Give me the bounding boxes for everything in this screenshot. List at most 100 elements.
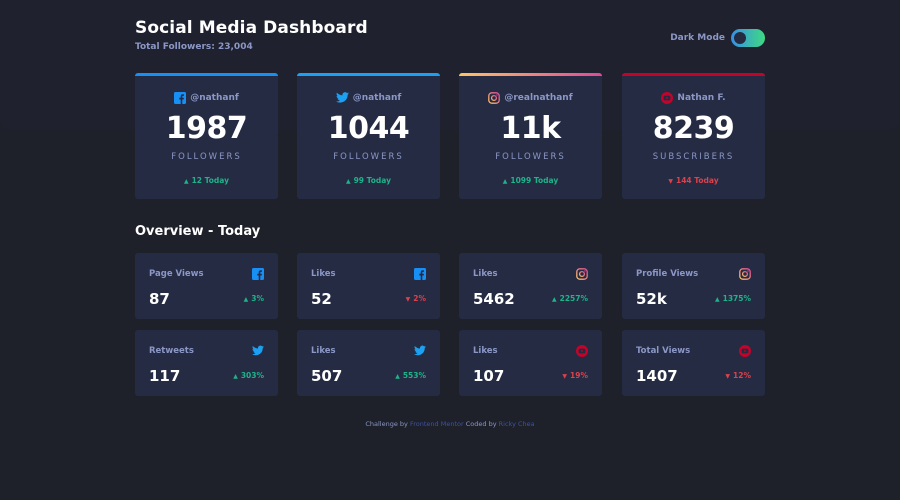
overview-percent: ▼ 12% (725, 371, 751, 380)
dark-mode-label: Dark Mode (670, 33, 725, 43)
youtube-icon (576, 345, 588, 357)
twitter-icon (252, 345, 264, 357)
card-unit: SUBSCRIBERS (652, 152, 735, 162)
arrow-up-icon: ▲ (345, 178, 351, 185)
overview-card-facebook-page-views[interactable]: Page Views 87 ▲ 3% (135, 253, 278, 319)
footer-attribution: Challenge by Frontend Mentor Coded by Ri… (0, 420, 900, 428)
overview-percent-text: 3% (251, 294, 264, 303)
arrow-down-icon: ▼ (405, 296, 411, 303)
overview-label: Likes (311, 346, 336, 356)
card-unit: FOLLOWERS (171, 152, 242, 162)
overview-value: 117 (149, 367, 181, 385)
youtube-icon (739, 345, 751, 357)
card-handle-text: Nathan F. (677, 93, 726, 103)
card-handle: @nathanf (135, 92, 278, 104)
overview-percent: ▲ 2257% (552, 294, 588, 303)
card-handle: Nathan F. (622, 92, 765, 104)
total-followers: Total Followers: 23,004 (135, 42, 253, 52)
follower-card-instagram[interactable]: @realnathanf 11k FOLLOWERS ▲ 1099 Today (459, 73, 602, 199)
overview-value: 1407 (636, 367, 678, 385)
author-link[interactable]: Ricky Chea (498, 420, 535, 428)
follower-card-youtube[interactable]: Nathan F. 8239 SUBSCRIBERS ▼ 144 Today (622, 73, 765, 199)
arrow-down-icon: ▼ (668, 178, 673, 185)
arrow-up-icon: ▲ (233, 373, 238, 380)
overview-label: Likes (311, 269, 336, 279)
card-handle: @nathanf (297, 92, 440, 103)
overview-card-youtube-total-views[interactable]: Total Views 1407 ▼ 12% (622, 330, 765, 396)
arrow-up-icon: ▲ (551, 296, 557, 303)
overview-card-twitter-likes[interactable]: Likes 507 ▲ 553% (297, 330, 440, 396)
overview-value: 5462 (473, 290, 515, 308)
card-handle-text: @nathanf (190, 93, 239, 103)
card-delta-text: 12 Today (191, 176, 230, 185)
overview-percent-text: 19% (570, 371, 588, 380)
overview-label: Profile Views (636, 269, 699, 279)
overview-percent-text: 553% (402, 371, 426, 380)
facebook-icon (414, 268, 426, 280)
header: Social Media Dashboard Total Followers: … (135, 0, 765, 60)
instagram-icon (576, 268, 588, 280)
card-delta: ▲ 99 Today (297, 176, 440, 185)
overview-percent-text: 303% (240, 371, 264, 380)
arrow-up-icon: ▲ (183, 178, 189, 185)
overview-card-facebook-likes[interactable]: Likes 52 ▼ 2% (297, 253, 440, 319)
overview-value: 107 (473, 367, 505, 385)
overview-label: Retweets (149, 346, 194, 356)
follower-card-facebook[interactable]: @nathanf 1987 FOLLOWERS ▲ 12 Today (135, 73, 278, 199)
card-delta-text: 1099 Today (510, 176, 559, 185)
frontend-mentor-link[interactable]: Frontend Mentor (409, 420, 464, 428)
overview-card-instagram-likes[interactable]: Likes 5462 ▲ 2257% (459, 253, 602, 319)
card-top-bar (135, 73, 278, 76)
youtube-icon (661, 92, 674, 104)
overview-percent: ▲ 553% (395, 371, 426, 380)
card-delta: ▲ 12 Today (135, 176, 278, 185)
card-count: 1987 (165, 111, 248, 146)
overview-percent-text: 12% (733, 371, 751, 380)
card-handle: @realnathanf (459, 92, 602, 104)
overview-label: Page Views (149, 269, 204, 279)
instagram-icon (488, 92, 501, 104)
twitter-icon (335, 92, 349, 103)
overview-percent-text: 2% (413, 294, 426, 303)
card-handle-text: @realnathanf (504, 93, 573, 103)
overview-value: 52 (311, 290, 332, 308)
arrow-down-icon: ▼ (562, 373, 568, 380)
arrow-up-icon: ▲ (502, 178, 508, 185)
footer-middle: Coded by (465, 420, 497, 428)
overview-card-instagram-profile-views[interactable]: Profile Views 52k ▲ 1375% (622, 253, 765, 319)
card-count: 1044 (327, 111, 410, 146)
overview-title: Overview - Today (135, 224, 261, 239)
overview-percent: ▲ 1375% (715, 294, 751, 303)
follower-cards: @nathanf 1987 FOLLOWERS ▲ 12 Today @natha… (135, 73, 765, 199)
overview-label: Likes (473, 346, 498, 356)
card-count: 11k (500, 111, 561, 146)
card-unit: FOLLOWERS (333, 152, 404, 162)
overview-card-twitter-retweets[interactable]: Retweets 117 ▲ 303% (135, 330, 278, 396)
overview-percent-text: 1375% (722, 294, 751, 303)
overview-percent-text: 2257% (559, 294, 588, 303)
card-top-bar (297, 73, 440, 76)
dark-mode-control: Dark Mode (670, 29, 765, 47)
card-delta-text: 144 Today (675, 176, 719, 185)
arrow-down-icon: ▼ (725, 373, 731, 380)
facebook-icon (252, 268, 264, 280)
overview-value: 52k (636, 290, 667, 308)
facebook-icon (174, 92, 187, 104)
arrow-up-icon: ▲ (243, 296, 249, 303)
overview-label: Likes (473, 269, 498, 279)
card-delta: ▼ 144 Today (622, 176, 765, 185)
dashboard-container: Social Media Dashboard Total Followers: … (135, 0, 765, 396)
dark-mode-toggle[interactable] (731, 29, 765, 47)
overview-percent: ▼ 2% (406, 294, 426, 303)
card-top-bar (459, 73, 602, 76)
follower-card-twitter[interactable]: @nathanf 1044 FOLLOWERS ▲ 99 Today (297, 73, 440, 199)
overview-value: 87 (149, 290, 170, 308)
twitter-icon (414, 345, 426, 357)
toggle-knob (734, 32, 746, 44)
footer-prefix: Challenge by (365, 420, 408, 428)
arrow-up-icon: ▲ (714, 296, 720, 303)
card-top-bar (622, 73, 765, 76)
overview-value: 507 (311, 367, 343, 385)
overview-card-youtube-likes[interactable]: Likes 107 ▼ 19% (459, 330, 602, 396)
overview-percent: ▲ 303% (233, 371, 264, 380)
